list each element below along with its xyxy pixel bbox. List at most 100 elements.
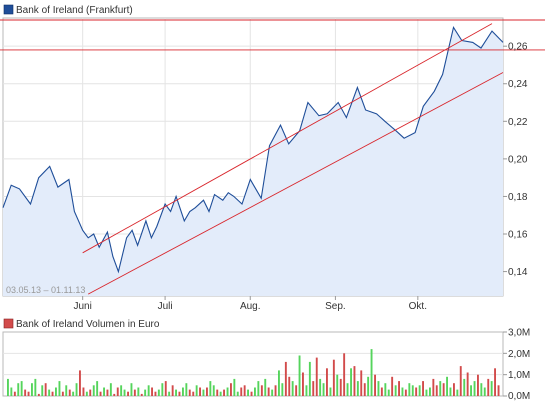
volume-bar <box>480 383 483 396</box>
volume-bar <box>212 385 215 396</box>
volume-bar <box>55 387 57 396</box>
volume-bar <box>302 372 304 396</box>
volume-bar <box>24 389 27 396</box>
volume-bar <box>51 391 54 396</box>
volume-y-tick-label: 0,0M <box>508 391 530 401</box>
volume-bar <box>96 381 99 396</box>
volume-bar <box>41 385 44 396</box>
volume-bar <box>240 387 243 396</box>
volume-bar <box>202 389 205 396</box>
price-x-tick-label: Juli <box>158 301 173 312</box>
volume-bar <box>295 385 298 396</box>
volume-bar <box>387 389 390 396</box>
price-legend-label: Bank of Ireland (Frankfurt) <box>16 5 133 16</box>
volume-bar <box>401 387 404 396</box>
volume-bar <box>106 389 109 396</box>
volume-bar <box>319 378 322 396</box>
volume-bar <box>192 391 195 396</box>
price-y-tick-label: 0,16 <box>508 230 528 241</box>
volume-bar <box>79 370 81 396</box>
volume-bar <box>254 387 256 396</box>
volume-bar <box>453 383 455 396</box>
volume-bar <box>432 378 435 396</box>
volume-bar <box>422 381 424 396</box>
volume-bar <box>20 381 23 396</box>
volume-bar <box>394 385 397 396</box>
price-y-axis: 0,14 0,16 0,18 0,20 0,22 0,24 0,26 <box>503 42 528 278</box>
volume-bar <box>68 389 71 396</box>
volume-bar <box>133 389 136 396</box>
volume-bar <box>346 383 349 396</box>
volume-bar <box>470 385 472 396</box>
volume-bar <box>230 383 232 396</box>
volume-bar <box>65 385 68 396</box>
volume-bar <box>260 385 263 396</box>
volume-bar <box>459 366 462 396</box>
volume-bar <box>226 387 229 396</box>
volume-bar <box>137 387 140 396</box>
price-y-tick-label: 0,18 <box>508 192 528 203</box>
volume-bar <box>374 374 376 396</box>
volume-bar <box>37 393 40 396</box>
price-x-axis: Juni Juli Aug. Sep. Okt. <box>73 296 427 312</box>
volume-bar <box>151 387 153 396</box>
volume-bar <box>490 381 493 396</box>
volume-legend-swatch <box>3 318 14 329</box>
volume-bar <box>380 387 383 396</box>
volume-bar <box>267 387 270 396</box>
trend-line <box>82 23 493 254</box>
volume-bar <box>157 389 160 396</box>
volume-bar <box>384 383 387 396</box>
volume-bar <box>329 387 332 396</box>
trend-channel <box>0 19 545 295</box>
volume-bar <box>446 376 448 396</box>
volume-bar <box>168 391 171 396</box>
volume-bar <box>360 370 363 396</box>
volume-bar <box>494 368 496 396</box>
volume-bar <box>264 378 267 396</box>
volume-y-tick-label: 2,0M <box>508 349 530 360</box>
volume-bar <box>404 389 407 396</box>
volume-bar <box>322 383 325 396</box>
volume-bar <box>233 378 236 396</box>
price-y-tick-label: 0,24 <box>508 79 528 90</box>
volume-bar <box>72 391 75 396</box>
price-x-tick-label: Aug. <box>240 301 261 312</box>
volume-bar <box>497 385 500 396</box>
price-y-tick-label: 0,20 <box>508 154 528 165</box>
volume-bar <box>418 385 421 396</box>
price-x-tick-label: Okt. <box>409 301 427 312</box>
volume-bar <box>199 387 201 396</box>
volume-bar <box>195 385 198 396</box>
volume-bar <box>7 378 9 396</box>
volume-bar <box>257 381 260 396</box>
volume-bar <box>473 381 476 396</box>
volume-bar <box>298 355 301 396</box>
volume-bar <box>185 383 188 396</box>
volume-bar <box>449 387 452 396</box>
date-range-label: 03.05.13 – 01.11.13 <box>6 285 85 295</box>
volume-bar <box>75 383 78 396</box>
volume-bar <box>13 391 16 396</box>
volume-bar <box>109 383 112 396</box>
volume-bar <box>116 387 119 396</box>
volume-bar <box>223 389 225 396</box>
volume-bar <box>326 368 328 396</box>
volume-bar <box>483 387 486 396</box>
price-chart: Bank of Ireland (Frankfurt) 0,14 0,16 0,18… <box>0 4 545 312</box>
volume-bar <box>103 387 105 396</box>
volume-bar <box>58 381 61 396</box>
volume-bar <box>144 389 147 396</box>
volume-bar <box>147 385 150 396</box>
price-y-tick-label: 0,22 <box>508 117 528 128</box>
volume-bar <box>411 385 414 396</box>
volume-y-tick-label: 1,0M <box>508 370 530 381</box>
volume-bar <box>429 387 431 396</box>
volume-bars <box>7 349 500 396</box>
volume-bar <box>350 368 352 396</box>
volume-bar <box>219 391 222 396</box>
volume-bar <box>425 389 428 396</box>
volume-bar <box>466 372 469 396</box>
volume-bar <box>171 385 174 396</box>
price-area-fill <box>3 27 503 297</box>
